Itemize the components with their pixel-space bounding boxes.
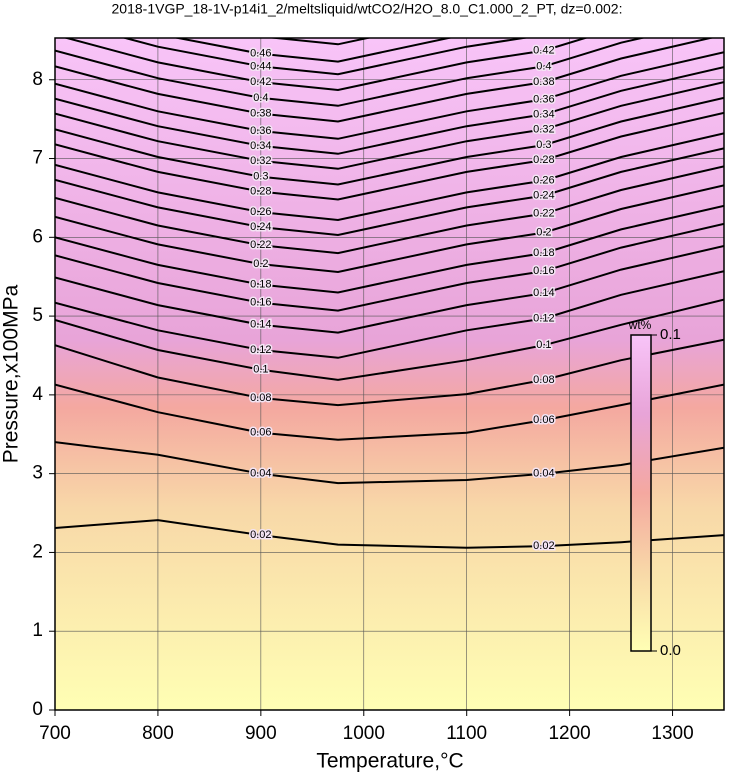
contour-label: 0.22 — [250, 239, 271, 251]
contour-label: 0.14 — [250, 319, 271, 331]
contour-label: 0.26 — [250, 206, 271, 218]
contour-label: 0.4 — [536, 60, 551, 72]
contour-label: 0.18 — [533, 247, 554, 259]
contour-label: 0.36 — [533, 93, 554, 105]
contour-label: 0.32 — [533, 123, 554, 135]
x-tick-label: 1200 — [548, 723, 590, 744]
contour-label: 0.1 — [253, 364, 268, 376]
contour-label: 0.2 — [253, 258, 268, 270]
contour-label: 0.04 — [250, 468, 271, 480]
contour-line — [55, 81, 724, 170]
contour-line — [55, 519, 724, 549]
x-tick-label: 800 — [142, 723, 174, 744]
contour-line — [121, 38, 530, 76]
x-tick-label: 700 — [39, 723, 71, 744]
contour-label: 0.18 — [250, 278, 271, 290]
y-tick-label: 3 — [32, 463, 43, 484]
contour-label: 0.34 — [250, 140, 271, 152]
y-tick-label: 4 — [32, 384, 43, 405]
contour-label: 0.1 — [536, 339, 551, 351]
colorbar-tick-label: 0.0 — [660, 642, 681, 659]
y-tick-label: 2 — [32, 541, 43, 562]
contour-line — [63, 38, 589, 92]
contour-label: 0.3 — [253, 171, 268, 183]
colorbar-tick-label: 0.1 — [660, 326, 681, 343]
contour-label: 0.4 — [253, 92, 268, 104]
y-tick-label: 0 — [32, 699, 43, 720]
contour-line — [55, 204, 724, 294]
contour-line — [55, 38, 647, 107]
contour-line — [55, 383, 724, 441]
contour-label: 0.38 — [250, 108, 271, 120]
contour-label: 0.14 — [533, 287, 554, 299]
x-tick-label: 1000 — [343, 723, 385, 744]
contour-label: 0.42 — [533, 45, 554, 57]
x-tick-label: 900 — [245, 723, 277, 744]
contour-label: 0.02 — [250, 529, 271, 541]
contour-label: 0.16 — [250, 297, 271, 309]
contour-label: 0.06 — [250, 427, 271, 439]
contour-label: 0.12 — [250, 344, 271, 356]
contour-line — [55, 298, 724, 381]
x-tick-label: 1100 — [446, 723, 487, 744]
contour-label: 0.38 — [533, 76, 554, 88]
colorbar — [630, 334, 652, 652]
x-tick-label: 1300 — [651, 723, 693, 744]
contour-line — [55, 66, 724, 155]
contour-line — [55, 338, 724, 407]
y-tick-label: 7 — [32, 148, 43, 169]
contour-label: 0.28 — [250, 186, 271, 198]
contour-line — [55, 96, 724, 186]
contour-line — [55, 184, 724, 274]
contour-label: 0.34 — [533, 108, 554, 120]
contour-label: 0.3 — [536, 139, 551, 151]
contour-line — [55, 147, 724, 237]
contour-label: 0.12 — [533, 312, 554, 324]
plot-frame — [54, 37, 725, 711]
contour-label: 0.02 — [533, 540, 554, 552]
contour-label: 0.26 — [533, 174, 554, 186]
plot-background — [55, 38, 724, 710]
y-tick-label: 1 — [32, 620, 43, 641]
contour-label: 0.16 — [533, 265, 554, 277]
contours: 0.02 0.02 0.04 0.04 0.06 0.06 0.08 0.08 0.1 0.1 0.… — [55, 38, 724, 554]
contour-label: 0.36 — [250, 125, 271, 137]
contour-line — [55, 441, 724, 485]
y-tick-label: 6 — [32, 226, 43, 247]
x-axis-label: Temperature,°C — [316, 750, 463, 773]
contour-label: 0.42 — [250, 76, 271, 88]
contour-label: 0.2 — [536, 226, 551, 238]
contour-line — [172, 38, 454, 63]
y-tick-label: 5 — [32, 305, 43, 326]
contour-line — [55, 245, 724, 334]
contour-line — [55, 132, 724, 222]
contour-label: 0.08 — [250, 392, 271, 404]
contour-line — [55, 38, 715, 123]
contour-label: 0.28 — [533, 154, 554, 166]
contour-line — [55, 51, 724, 140]
contour-label: 0.22 — [533, 208, 554, 220]
contour-line — [55, 111, 724, 201]
contour-label: 0.04 — [533, 468, 554, 480]
contour-label: 0.44 — [250, 60, 271, 72]
chart-title: 2018-1VGP_18-1V-p14i1_2/meltsliquid/wtCO… — [112, 1, 623, 17]
colorbar-label: wt% — [628, 318, 652, 332]
contour-label: 0.24 — [250, 221, 271, 233]
contour-line — [55, 222, 724, 312]
contour-label: 0.32 — [250, 155, 271, 167]
contour-label: 0.24 — [533, 189, 554, 201]
contour-line — [55, 165, 724, 255]
y-axis-label: Pressure,x100MPa — [0, 284, 23, 463]
contour-label: 0.08 — [533, 374, 554, 386]
contour-label: 0.46 — [250, 48, 271, 60]
y-tick-label: 8 — [32, 69, 43, 90]
contour-label: 0.06 — [533, 414, 554, 426]
contour-line — [55, 270, 724, 359]
